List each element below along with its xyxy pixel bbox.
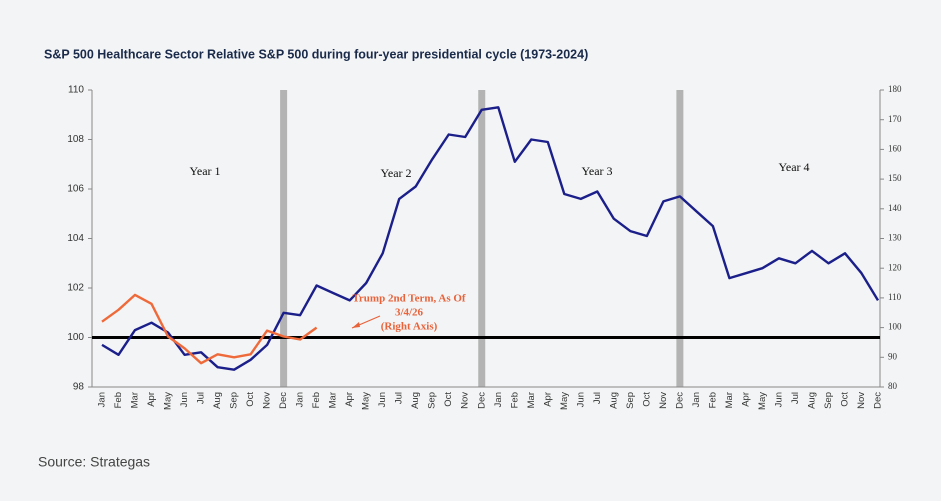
x-tick-label: Dec: [476, 392, 487, 409]
annotation: Trump 2nd Term, As Of: [352, 293, 466, 305]
x-tick-label: Oct: [443, 392, 454, 407]
x-tick-label: Apr: [146, 392, 157, 407]
x-tick-label: Apr: [542, 392, 553, 407]
x-tick-label: Sep: [823, 392, 834, 409]
y-tick-label: 110: [68, 85, 84, 96]
year-divider: [676, 90, 684, 387]
plot: 98 100 102 104 106 108 110 80 90 100 110 120 130 140 1…: [67, 84, 902, 410]
x-tick-label: Oct: [839, 392, 850, 407]
x-tick-label: May: [361, 392, 372, 410]
line-series: [101, 106, 880, 371]
x-tick-label: Dec: [674, 392, 685, 409]
y2-tick-label: 180: [888, 84, 902, 94]
y-tick-label: 102: [67, 283, 84, 294]
y-tick-label: 104: [67, 233, 84, 244]
x-tick-label: Oct: [641, 392, 652, 407]
y2-tick-label: 80: [888, 381, 898, 391]
y-tick-label: 108: [67, 134, 84, 145]
x-tick-label: Jan: [493, 392, 504, 407]
x-tick-label: Jun: [179, 392, 190, 407]
x-tick-label: Sep: [625, 392, 636, 409]
x-tick-label: Dec: [278, 392, 289, 409]
x-tick-label: Nov: [460, 392, 471, 409]
arrow-head: [352, 322, 360, 328]
y-tick-label: 98: [73, 382, 85, 393]
y2-tick-label: 100: [888, 322, 902, 332]
year-divider: [280, 90, 288, 387]
source: Source: Strategas: [38, 454, 150, 470]
x-tick-label: Oct: [245, 392, 256, 407]
chart-title: S&P 500 Healthcare Sector Relative S&P 5…: [44, 47, 588, 61]
x-tick-label: Nov: [856, 392, 867, 409]
x-tick-label: Aug: [608, 392, 619, 409]
year-label: Year 1: [189, 164, 220, 178]
y2-tick-label: 170: [888, 114, 902, 124]
x-tick-label: Aug: [212, 392, 223, 409]
annotation: (Right Axis): [381, 321, 438, 333]
y-tick-label: 106: [67, 184, 84, 195]
x-tick-label: Jul: [196, 392, 207, 404]
x-tick-label: Mar: [130, 392, 141, 408]
x-tick-label: Feb: [113, 392, 124, 408]
x-tick-label: Jul: [790, 392, 801, 404]
x-tick-label: Mar: [328, 392, 339, 408]
year-label: Year 3: [581, 164, 612, 178]
y2-tick-label: 160: [888, 143, 902, 153]
x-tick-label: Jun: [575, 392, 586, 407]
annotation: 3/4/26: [395, 307, 424, 319]
year-label: Year 4: [778, 160, 809, 174]
year-divider: [478, 90, 486, 387]
x-tick-label: May: [757, 392, 768, 410]
x-tick-label: Mar: [526, 392, 537, 408]
x-tick-label: Jan: [295, 392, 306, 407]
x-tick-label: Feb: [509, 392, 520, 408]
y2-tick-label: 140: [888, 203, 902, 213]
x-tick-label: May: [163, 392, 174, 410]
x-tick-label: Jun: [773, 392, 784, 407]
x-tick-label: Feb: [707, 392, 718, 408]
x-tick-label: Jan: [97, 392, 108, 407]
x-tick-label: Sep: [229, 392, 240, 409]
x-tick-label: Nov: [658, 392, 669, 409]
line-series: [101, 293, 318, 365]
y2-tick-label: 90: [888, 351, 898, 361]
year-label: Year 2: [380, 166, 411, 180]
x-tick-label: Feb: [311, 392, 322, 408]
y2-tick-label: 130: [888, 233, 902, 243]
x-tick-label: Jul: [394, 392, 405, 404]
y2-tick-label: 150: [888, 173, 902, 183]
x-tick-label: Aug: [410, 392, 421, 409]
x-tick-label: Dec: [873, 392, 884, 409]
x-tick-label: Apr: [740, 392, 751, 407]
x-tick-label: May: [559, 392, 570, 410]
x-tick-label: Sep: [427, 392, 438, 409]
x-tick-label: Jun: [377, 392, 388, 407]
y-tick-label: 100: [67, 332, 84, 343]
x-tick-label: Jul: [592, 392, 603, 404]
x-tick-label: Jan: [691, 392, 702, 407]
x-tick-label: Aug: [806, 392, 817, 409]
x-tick-label: Mar: [724, 392, 735, 408]
x-tick-label: Apr: [344, 392, 355, 407]
x-tick-label: Nov: [262, 392, 273, 409]
y2-tick-label: 120: [888, 262, 902, 272]
y2-tick-label: 110: [888, 292, 902, 302]
